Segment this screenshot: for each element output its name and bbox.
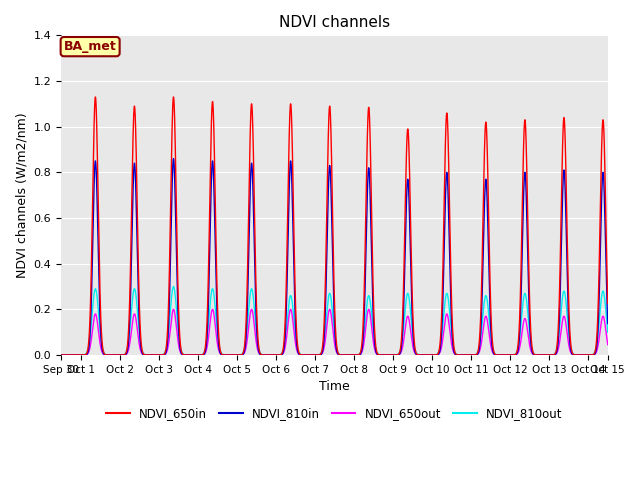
Line: NDVI_810out: NDVI_810out	[42, 287, 627, 355]
NDVI_810out	[623, 352, 631, 358]
NDVI_650in	[623, 352, 631, 358]
NDVI_650out	[257, 352, 265, 358]
NDVI_650in	[415, 352, 423, 358]
NDVI_650in	[257, 351, 265, 357]
NDVI_650out	[415, 352, 423, 358]
NDVI_650out	[163, 349, 171, 355]
NDVI_650in	[38, 352, 45, 358]
Line: NDVI_650in: NDVI_650in	[42, 97, 627, 355]
NDVI_810out	[38, 352, 45, 358]
NDVI_650in	[621, 352, 629, 358]
NDVI_810in	[157, 352, 164, 358]
NDVI_810in	[38, 352, 45, 358]
NDVI_810out	[170, 284, 177, 289]
NDVI_650in	[163, 338, 171, 344]
NDVI_810out	[499, 352, 506, 358]
Title: NDVI channels: NDVI channels	[279, 15, 390, 30]
Line: NDVI_810in: NDVI_810in	[42, 158, 627, 355]
NDVI_810in	[170, 156, 177, 161]
NDVI_810out	[257, 351, 265, 357]
Y-axis label: NDVI channels (W/m2/nm): NDVI channels (W/m2/nm)	[15, 112, 28, 278]
NDVI_650in	[92, 94, 99, 100]
NDVI_810in	[415, 352, 423, 358]
Line: NDVI_650out: NDVI_650out	[42, 309, 627, 355]
X-axis label: Time: Time	[319, 380, 349, 393]
NDVI_810out	[415, 352, 423, 358]
NDVI_650in	[157, 352, 164, 358]
NDVI_810out	[621, 352, 629, 358]
NDVI_810in	[257, 352, 265, 358]
NDVI_650out	[157, 352, 164, 358]
NDVI_810out	[157, 352, 164, 358]
NDVI_810in	[623, 352, 631, 358]
NDVI_650out	[170, 306, 177, 312]
NDVI_810in	[621, 352, 629, 358]
NDVI_650out	[38, 352, 45, 358]
NDVI_810in	[499, 352, 506, 358]
NDVI_650in	[499, 352, 506, 358]
NDVI_810in	[163, 346, 171, 352]
NDVI_650out	[623, 352, 631, 358]
Legend: NDVI_650in, NDVI_810in, NDVI_650out, NDVI_810out: NDVI_650in, NDVI_810in, NDVI_650out, NDV…	[101, 402, 568, 425]
NDVI_810out	[163, 343, 171, 349]
NDVI_650out	[499, 352, 506, 358]
NDVI_650out	[621, 352, 629, 358]
Text: BA_met: BA_met	[64, 40, 116, 53]
